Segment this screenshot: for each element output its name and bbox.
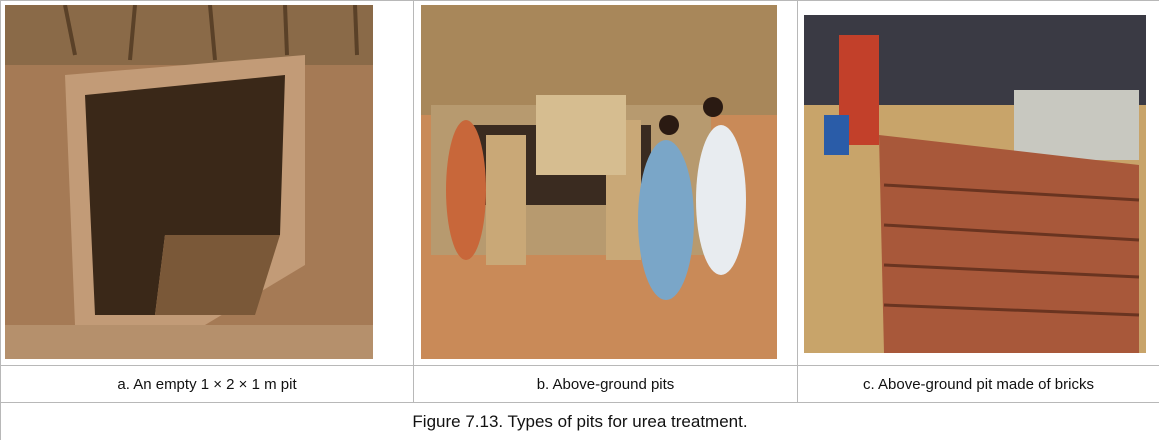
photo-cell [413, 0, 798, 366]
photo-empty-pit [5, 5, 373, 359]
panel-caption: c. Above-ground pit made of bricks [797, 365, 1159, 403]
photo-brick-pit [804, 15, 1146, 353]
panel-caption: b. Above-ground pits [413, 365, 798, 403]
figure-caption: Figure 7.13. Types of pits for urea trea… [0, 402, 1159, 440]
photo-above-ground-pits [421, 5, 777, 359]
photo-cell [797, 0, 1159, 366]
photo-cell [0, 0, 414, 366]
panel-caption: a. An empty 1 × 2 × 1 m pit [0, 365, 414, 403]
